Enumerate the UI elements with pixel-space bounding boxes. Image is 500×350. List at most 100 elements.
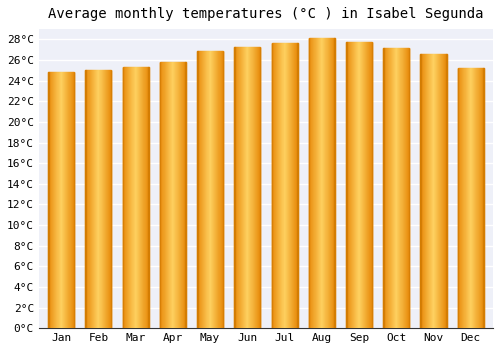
Bar [253, 47, 254, 328]
Bar [259, 47, 260, 328]
Bar [367, 42, 368, 328]
Bar [407, 48, 408, 328]
Bar [397, 48, 398, 328]
Bar [216, 51, 217, 328]
Bar [63, 72, 64, 328]
Bar [60, 72, 61, 328]
Bar [322, 38, 323, 328]
Bar [395, 48, 396, 328]
Bar [215, 51, 216, 328]
Bar [433, 54, 434, 328]
Bar [100, 70, 101, 328]
Bar [103, 70, 104, 328]
Bar [295, 43, 296, 328]
Bar [478, 68, 479, 328]
Bar [469, 68, 470, 328]
Bar [123, 67, 124, 328]
Bar [285, 43, 286, 328]
Bar [481, 68, 482, 328]
Bar [218, 51, 219, 328]
Bar [200, 51, 201, 328]
Bar [256, 47, 257, 328]
Bar [252, 47, 253, 328]
Bar [58, 72, 59, 328]
Bar [402, 48, 403, 328]
Bar [107, 70, 108, 328]
Bar [443, 54, 444, 328]
Bar [145, 67, 146, 328]
Bar [206, 51, 207, 328]
Bar [462, 68, 463, 328]
Bar [288, 43, 289, 328]
Bar [384, 48, 385, 328]
Bar [404, 48, 405, 328]
Bar [57, 72, 58, 328]
Bar [326, 38, 327, 328]
Bar [209, 51, 210, 328]
Bar [327, 38, 328, 328]
Bar [471, 68, 472, 328]
Bar [220, 51, 221, 328]
Bar [135, 67, 136, 328]
Bar [241, 47, 242, 328]
Bar [162, 62, 163, 328]
Bar [444, 54, 445, 328]
Bar [163, 62, 164, 328]
Bar [59, 72, 60, 328]
Bar [308, 38, 310, 328]
Bar [89, 70, 90, 328]
Bar [176, 62, 177, 328]
Bar [483, 68, 484, 328]
Bar [329, 38, 330, 328]
Bar [430, 54, 431, 328]
Bar [347, 42, 348, 328]
Bar [445, 54, 446, 328]
Bar [333, 38, 334, 328]
Bar [64, 72, 65, 328]
Bar [86, 70, 87, 328]
Bar [65, 72, 66, 328]
Bar [441, 54, 442, 328]
Bar [101, 70, 102, 328]
Bar [62, 72, 63, 328]
Bar [222, 51, 223, 328]
Bar [201, 51, 202, 328]
Bar [214, 51, 215, 328]
Bar [362, 42, 363, 328]
Bar [428, 54, 429, 328]
Bar [388, 48, 389, 328]
Bar [311, 38, 312, 328]
Bar [170, 62, 171, 328]
Bar [217, 51, 218, 328]
Bar [247, 47, 248, 328]
Bar [182, 62, 183, 328]
Bar [437, 54, 438, 328]
Bar [359, 42, 360, 328]
Bar [136, 67, 137, 328]
Bar [73, 72, 74, 328]
Bar [425, 54, 426, 328]
Bar [130, 67, 131, 328]
Bar [472, 68, 473, 328]
Bar [473, 68, 474, 328]
Bar [173, 62, 174, 328]
Bar [427, 54, 428, 328]
Bar [459, 68, 460, 328]
Bar [286, 43, 287, 328]
Bar [142, 67, 143, 328]
Bar [168, 62, 169, 328]
Bar [213, 51, 214, 328]
Bar [315, 38, 316, 328]
Bar [96, 70, 97, 328]
Bar [460, 68, 461, 328]
Bar [138, 67, 140, 328]
Bar [197, 51, 198, 328]
Bar [204, 51, 205, 328]
Bar [466, 68, 467, 328]
Bar [70, 72, 71, 328]
Bar [147, 67, 148, 328]
Bar [470, 68, 471, 328]
Bar [273, 43, 274, 328]
Bar [68, 72, 69, 328]
Title: Average monthly temperatures (°C ) in Isabel Segunda: Average monthly temperatures (°C ) in Is… [48, 7, 484, 21]
